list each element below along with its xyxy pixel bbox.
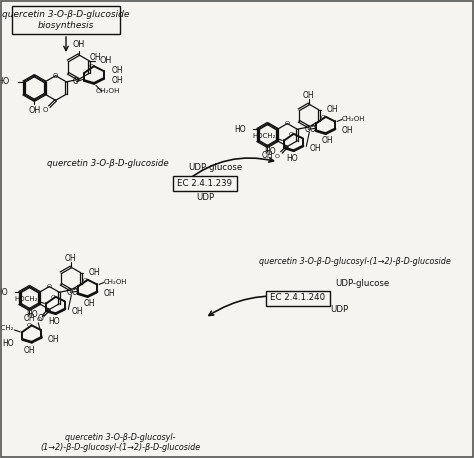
Text: OH: OH: [262, 151, 273, 160]
Text: HO: HO: [3, 339, 14, 348]
Text: O: O: [37, 314, 43, 323]
Text: OH: OH: [111, 76, 123, 85]
Text: OH: OH: [104, 289, 116, 299]
Text: OH: OH: [111, 66, 123, 76]
Text: HO: HO: [27, 311, 38, 319]
Text: O: O: [53, 73, 58, 79]
Text: OH: OH: [28, 106, 40, 115]
Text: O: O: [72, 288, 77, 297]
Text: HO: HO: [234, 125, 246, 134]
Text: quercetin 3-O-β-D-glucoside
biosynthesis: quercetin 3-O-β-D-glucoside biosynthesis: [2, 10, 130, 30]
Text: UDP-glucose: UDP-glucose: [335, 279, 389, 289]
Text: EC 2.4.1.240: EC 2.4.1.240: [271, 294, 326, 302]
Text: CH₂OH: CH₂OH: [104, 279, 128, 285]
Text: O: O: [37, 317, 42, 322]
Text: quercetin 3-O-β-D-glucosyl-(1→2)-β-D-glucoside: quercetin 3-O-β-D-glucosyl-(1→2)-β-D-glu…: [259, 257, 451, 267]
Text: (1→2)-β-D-glucosyl-(1→2)-β-D-glucoside: (1→2)-β-D-glucosyl-(1→2)-β-D-glucoside: [40, 442, 200, 452]
Text: OH: OH: [84, 299, 95, 308]
Text: O: O: [51, 294, 55, 300]
Text: OH: OH: [327, 105, 338, 114]
Text: OH: OH: [72, 306, 83, 316]
Text: OH: OH: [65, 254, 77, 262]
Text: OH: OH: [310, 143, 322, 153]
Text: HOCH₂: HOCH₂: [253, 133, 276, 139]
FancyBboxPatch shape: [173, 175, 237, 191]
Text: UDP: UDP: [330, 305, 348, 315]
Text: O: O: [320, 114, 326, 120]
Text: O: O: [73, 77, 78, 87]
Text: quercetin 3-O-β-D-glucoside: quercetin 3-O-β-D-glucoside: [47, 158, 169, 168]
Text: O: O: [304, 125, 310, 134]
Text: OH: OH: [100, 56, 111, 65]
Text: O: O: [289, 131, 293, 136]
Text: O: O: [82, 278, 87, 283]
Text: O: O: [275, 154, 280, 159]
Text: O: O: [285, 121, 290, 126]
Text: OH: OH: [48, 335, 60, 344]
Text: HOCH₂: HOCH₂: [15, 296, 38, 302]
Text: O: O: [43, 108, 48, 114]
Text: CH₂OH: CH₂OH: [342, 116, 365, 122]
FancyBboxPatch shape: [12, 6, 120, 34]
Text: OH: OH: [24, 346, 36, 355]
Text: HO: HO: [0, 288, 8, 297]
Text: O: O: [47, 284, 52, 289]
Text: O: O: [27, 323, 31, 328]
Text: HO: HO: [286, 154, 298, 163]
Text: CH₂OH: CH₂OH: [96, 88, 120, 94]
Text: HOCH₂: HOCH₂: [0, 325, 14, 331]
Text: O: O: [89, 64, 94, 69]
Text: OH: OH: [342, 126, 354, 136]
Text: OH: OH: [322, 136, 334, 145]
FancyBboxPatch shape: [266, 290, 330, 305]
Text: OH: OH: [303, 91, 315, 99]
Text: HO: HO: [48, 317, 59, 326]
Text: quercetin 3-O-β-D-glucosyl-: quercetin 3-O-β-D-glucosyl-: [65, 434, 175, 442]
Text: O: O: [310, 125, 315, 134]
Text: UDP: UDP: [196, 192, 214, 202]
Text: OH: OH: [90, 53, 102, 62]
Text: OH: OH: [73, 40, 85, 49]
Text: OH: OH: [89, 268, 100, 277]
Text: HO: HO: [0, 77, 9, 87]
Text: O: O: [66, 288, 72, 297]
Text: EC 2.4.1.239: EC 2.4.1.239: [177, 179, 233, 187]
Text: UDP-glucose: UDP-glucose: [188, 164, 242, 173]
Text: HO: HO: [264, 147, 276, 156]
Text: OH: OH: [24, 314, 35, 323]
